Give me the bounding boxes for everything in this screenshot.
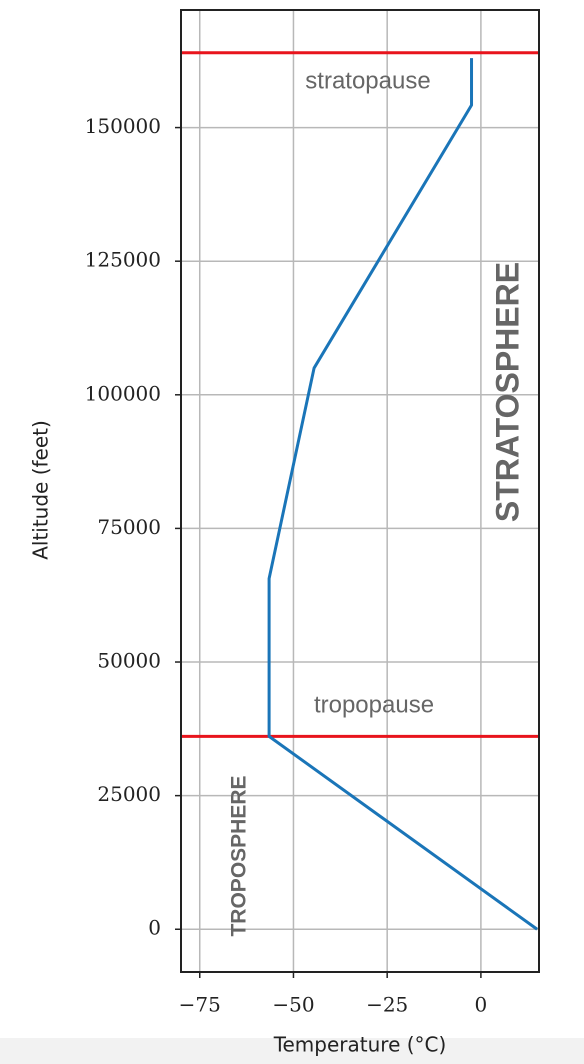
x-tick-label: 0 <box>475 993 488 1017</box>
bottom-band <box>0 1038 584 1064</box>
annotation: TROPOSPHERE <box>228 775 251 936</box>
data-line <box>267 58 539 931</box>
annotation: stratopause <box>305 67 430 94</box>
y-tick-label: 125000 <box>85 248 161 272</box>
plot-frame <box>180 9 540 973</box>
x-tick-label: −50 <box>272 993 314 1017</box>
y-tick-label: 25000 <box>97 782 161 806</box>
y-tick-label: 0 <box>148 916 161 940</box>
y-tick-label: 150000 <box>85 114 161 138</box>
y-axis-label: Altitude (feet) <box>29 420 53 560</box>
x-tick-label: −75 <box>179 993 221 1017</box>
x-tick-label: −25 <box>366 993 408 1017</box>
y-tick-label: 50000 <box>97 649 161 673</box>
y-tick-label: 75000 <box>97 515 161 539</box>
x-axis-label: Temperature (°C) <box>273 1033 447 1057</box>
y-tick-label: 100000 <box>85 381 161 405</box>
annotation: STRATOSPHERE <box>489 262 525 522</box>
annotation: tropopause <box>314 691 434 718</box>
